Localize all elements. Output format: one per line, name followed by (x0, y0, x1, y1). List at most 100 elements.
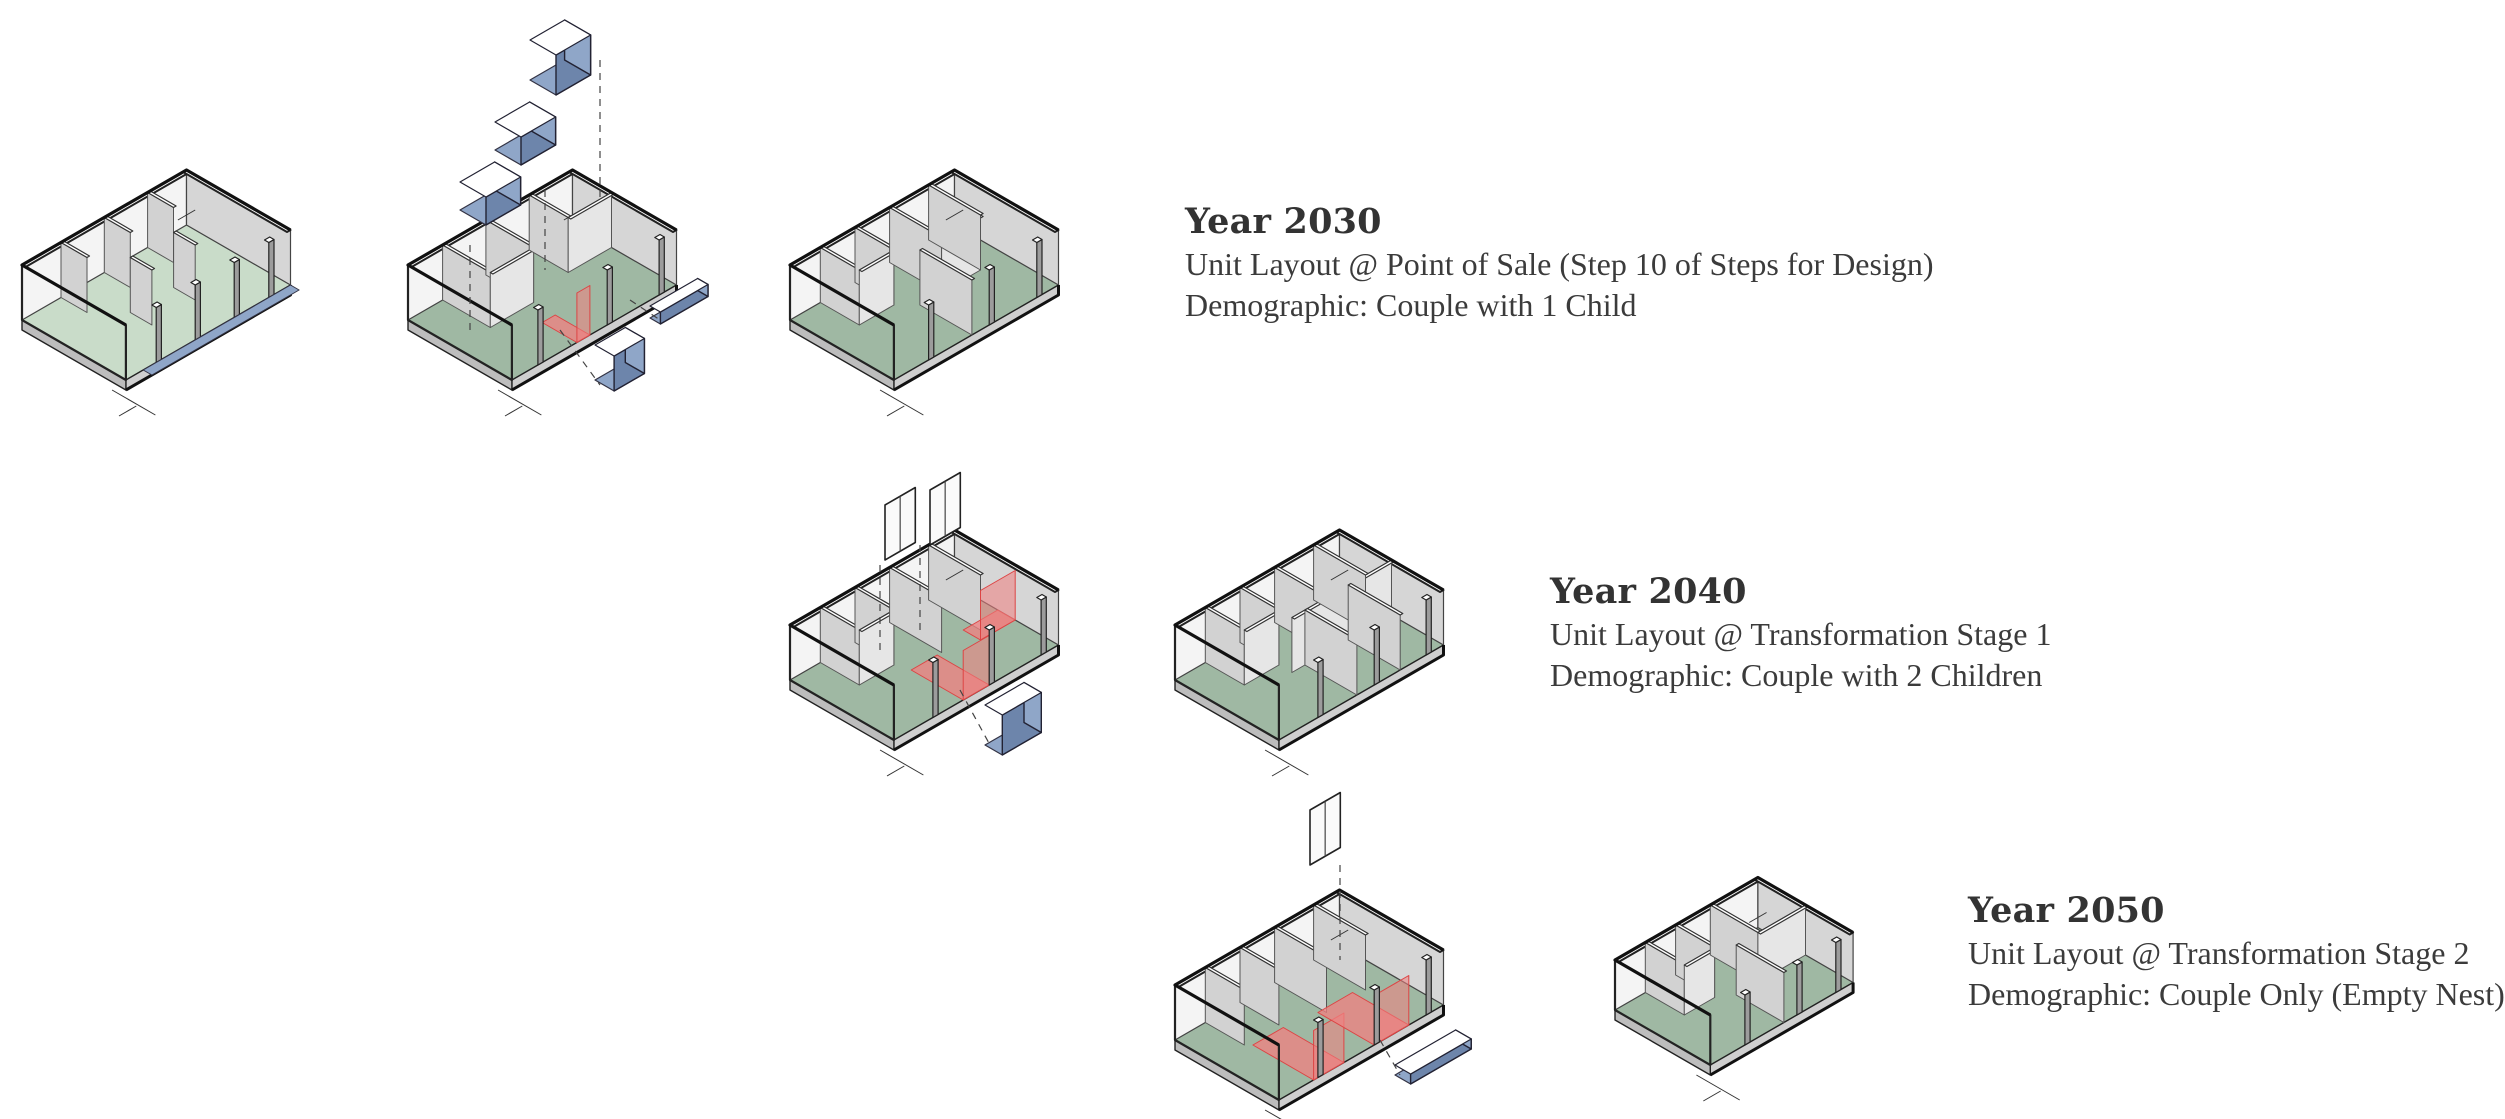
unit-shell-empty (20, 168, 292, 417)
module-top (649, 277, 709, 313)
column (1835, 938, 1842, 994)
module-top (459, 161, 522, 198)
column-cap (1830, 936, 1842, 944)
partition-cap (919, 247, 976, 281)
unit-outline (788, 168, 1060, 327)
caption-demographic: Demographic: Couple with 2 Children (1550, 657, 2043, 693)
unit-outline (893, 645, 1060, 752)
column (927, 301, 935, 361)
partition-cap (1347, 582, 1404, 616)
column (932, 658, 939, 719)
column-cap (190, 278, 201, 286)
column-cap (229, 256, 240, 264)
column-cap (1369, 983, 1381, 991)
facade-strip-band (142, 284, 300, 376)
column (1317, 1018, 1324, 1079)
module-top (1394, 1029, 1472, 1075)
column (537, 306, 544, 366)
site-line (886, 405, 905, 417)
column-cap (1421, 953, 1432, 961)
column (1425, 956, 1432, 1016)
column-cap (1031, 236, 1043, 244)
transform-zone (576, 285, 591, 343)
assembly-guide (959, 689, 991, 746)
column-cap (654, 233, 665, 241)
site-line (945, 569, 964, 581)
column-cap (151, 301, 162, 309)
assembly-guide (1379, 1039, 1401, 1076)
site-line (118, 405, 137, 417)
unit-outline (20, 168, 292, 327)
wall-panel-removed (1309, 791, 1342, 866)
site-line (1748, 912, 1767, 923)
column-cap (927, 656, 939, 664)
column (1040, 596, 1047, 656)
site-line (879, 389, 924, 416)
column (233, 258, 240, 319)
unit-transforming-2040 (788, 528, 1060, 777)
column (658, 236, 665, 296)
caption-year-2030: Year 2030 Unit Layout @ Point of Sale (S… (1185, 204, 1934, 321)
unit-outline (1709, 982, 1855, 1077)
prefab-module-bathroom (459, 161, 522, 226)
site-line (111, 389, 156, 416)
site-line (1264, 1109, 1282, 1119)
prefab-module-storage (529, 19, 592, 96)
column (1036, 238, 1043, 299)
site-line (1271, 765, 1290, 777)
column (1317, 658, 1324, 719)
column-cap (1739, 988, 1751, 996)
prefab-module-planter (649, 277, 709, 325)
unit-layout-2040 (1173, 528, 1445, 777)
unit-outline (1278, 645, 1445, 752)
column (1373, 986, 1381, 1046)
assembly-guide (559, 329, 601, 386)
facade-strip (142, 284, 300, 376)
partition-cap (1735, 942, 1788, 974)
module-top (494, 101, 557, 138)
module-top (529, 19, 592, 56)
caption-title: Year 2050 (1968, 890, 2165, 931)
caption-demographic: Demographic: Couple Only (Empty Nest) (1968, 976, 2505, 1012)
transform-zone (980, 570, 1016, 641)
wall-panel-removed (929, 471, 962, 546)
module-top (594, 326, 646, 357)
module-top (984, 681, 1042, 716)
unit-outline (893, 285, 1060, 392)
column-cap (984, 263, 996, 271)
column-cap (532, 303, 544, 311)
column (988, 266, 996, 326)
column (194, 281, 201, 341)
site-line (177, 209, 196, 221)
caption-year-2040: Year 2040 Unit Layout @ Transformation S… (1550, 574, 2051, 691)
caption-year-2050: Year 2050 Unit Layout @ Transformation S… (1968, 893, 2505, 1010)
column (268, 238, 275, 299)
site-line (1330, 569, 1349, 581)
site-line (1703, 1090, 1721, 1102)
unit-outline (1173, 888, 1445, 1047)
unit-outline (1613, 875, 1854, 1017)
unit-transforming-2050 (1173, 888, 1445, 1119)
column (1425, 596, 1432, 656)
site-line (1696, 1074, 1740, 1101)
assembly-guide (629, 299, 661, 321)
caption-layout: Unit Layout @ Transformation Stage 1 (1550, 616, 2052, 652)
unit-with-modules (406, 168, 678, 417)
wall-panel-removed (884, 486, 917, 561)
column (606, 266, 614, 326)
site-line (886, 765, 905, 777)
caption-demographic: Demographic: Couple with 1 Child (1185, 287, 1637, 323)
prefab-module-balcony (594, 326, 646, 392)
site-line (945, 209, 964, 221)
column (1373, 626, 1381, 686)
column-cap (1421, 593, 1432, 601)
column (1796, 961, 1803, 1016)
column-cap (923, 298, 935, 306)
column-cap (602, 263, 614, 271)
prefab-module-planter (1394, 1029, 1472, 1085)
unit-layout-2030 (788, 168, 1060, 417)
column (1744, 991, 1751, 1046)
column-cap (1312, 1016, 1324, 1024)
unit-layout-2050 (1613, 875, 1855, 1102)
